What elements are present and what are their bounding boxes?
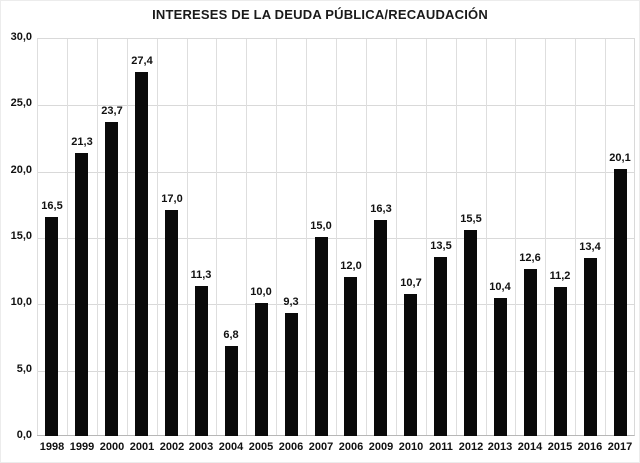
gridline-vertical: [97, 39, 98, 435]
y-tick-label: 5,0: [16, 363, 32, 375]
chart-title: INTERESES DE LA DEUDA PÚBLICA/RECAUDACIÓ…: [152, 7, 488, 22]
bar: [105, 122, 118, 436]
bar-value-label: 21,3: [71, 136, 93, 148]
x-tick-label: 1999: [69, 441, 95, 453]
bar-value-label: 6,8: [223, 329, 239, 341]
gridline-vertical: [37, 39, 38, 435]
bar-value-label: 15,0: [310, 220, 332, 232]
x-tick-label: 2005: [248, 441, 274, 453]
y-tick-label: 25,0: [10, 97, 32, 109]
y-tick-label: 10,0: [10, 296, 32, 308]
bar: [494, 298, 507, 436]
gridline-vertical: [216, 39, 217, 435]
bar: [255, 303, 268, 436]
bar: [75, 153, 88, 436]
gridline-vertical: [486, 39, 487, 435]
gridline-horizontal: [37, 105, 634, 106]
gridline-vertical: [426, 39, 427, 435]
gridline-vertical: [456, 39, 457, 435]
x-tick-label: 2015: [547, 441, 573, 453]
bar: [45, 217, 58, 436]
x-tick-label: 2010: [398, 441, 424, 453]
x-tick-label: 2006: [338, 441, 364, 453]
x-tick-label: 2012: [458, 441, 484, 453]
gridline-vertical: [157, 39, 158, 435]
x-tick-label: 2016: [577, 441, 603, 453]
bar: [315, 237, 328, 436]
x-tick-label: 2004: [218, 441, 244, 453]
gridline-vertical: [605, 39, 606, 435]
bar: [225, 346, 238, 436]
x-tick-label: 2017: [607, 441, 633, 453]
y-tick-label: 30,0: [10, 31, 32, 43]
gridline-horizontal: [37, 304, 634, 305]
bar: [584, 258, 597, 436]
x-tick-label: 2009: [368, 441, 394, 453]
bar-value-label: 13,5: [430, 240, 452, 252]
x-tick-label: 2000: [99, 441, 125, 453]
bar-value-label: 27,4: [131, 55, 153, 67]
gridline-vertical: [276, 39, 277, 435]
bar: [434, 257, 447, 436]
bar: [374, 220, 387, 436]
bar-value-label: 12,6: [519, 252, 541, 264]
gridline-vertical: [336, 39, 337, 435]
bar: [464, 230, 477, 436]
bar-value-label: 11,2: [549, 270, 571, 282]
bar-value-label: 15,5: [460, 213, 482, 225]
bar-value-label: 10,0: [250, 286, 272, 298]
gridline-vertical: [67, 39, 68, 435]
gridline-vertical: [246, 39, 247, 435]
bar: [344, 277, 357, 436]
bar-value-label: 20,1: [609, 152, 631, 164]
bar-value-label: 9,3: [283, 296, 299, 308]
plot-area: [37, 38, 635, 436]
bar-value-label: 10,4: [489, 281, 511, 293]
x-tick-label: 2013: [487, 441, 513, 453]
bar-value-label: 13,4: [579, 241, 601, 253]
x-tick-label: 2014: [517, 441, 543, 453]
gridline-horizontal: [37, 172, 634, 173]
bar-value-label: 17,0: [161, 193, 183, 205]
gridline-vertical: [306, 39, 307, 435]
bar-value-label: 11,3: [190, 269, 212, 281]
bar-value-label: 16,3: [370, 203, 392, 215]
bar: [285, 313, 298, 436]
gridline-vertical: [187, 39, 188, 435]
y-tick-label: 15,0: [10, 230, 32, 242]
gridline-vertical: [366, 39, 367, 435]
bar: [404, 294, 417, 436]
x-tick-label: 1998: [39, 441, 65, 453]
bar-value-label: 23,7: [101, 105, 123, 117]
gridline-vertical: [396, 39, 397, 435]
bar: [135, 72, 148, 436]
gridline-vertical: [127, 39, 128, 435]
bar: [524, 269, 537, 436]
x-tick-label: 2007: [308, 441, 334, 453]
gridline-vertical: [515, 39, 516, 435]
y-tick-label: 20,0: [10, 164, 32, 176]
y-tick-label: 0,0: [16, 429, 32, 441]
bar: [614, 169, 627, 436]
bar-value-label: 16,5: [41, 200, 63, 212]
x-tick-label: 2001: [129, 441, 155, 453]
bar-value-label: 12,0: [340, 260, 362, 272]
gridline-vertical: [545, 39, 546, 435]
x-tick-label: 2003: [188, 441, 214, 453]
x-tick-label: 2011: [429, 441, 453, 453]
x-tick-label: 2006: [278, 441, 304, 453]
bar: [165, 210, 178, 436]
bar: [554, 287, 567, 436]
gridline-horizontal: [37, 238, 634, 239]
gridline-horizontal: [37, 371, 634, 372]
bar: [195, 286, 208, 436]
gridline-vertical: [575, 39, 576, 435]
bar-value-label: 10,7: [400, 277, 422, 289]
x-tick-label: 2002: [159, 441, 185, 453]
